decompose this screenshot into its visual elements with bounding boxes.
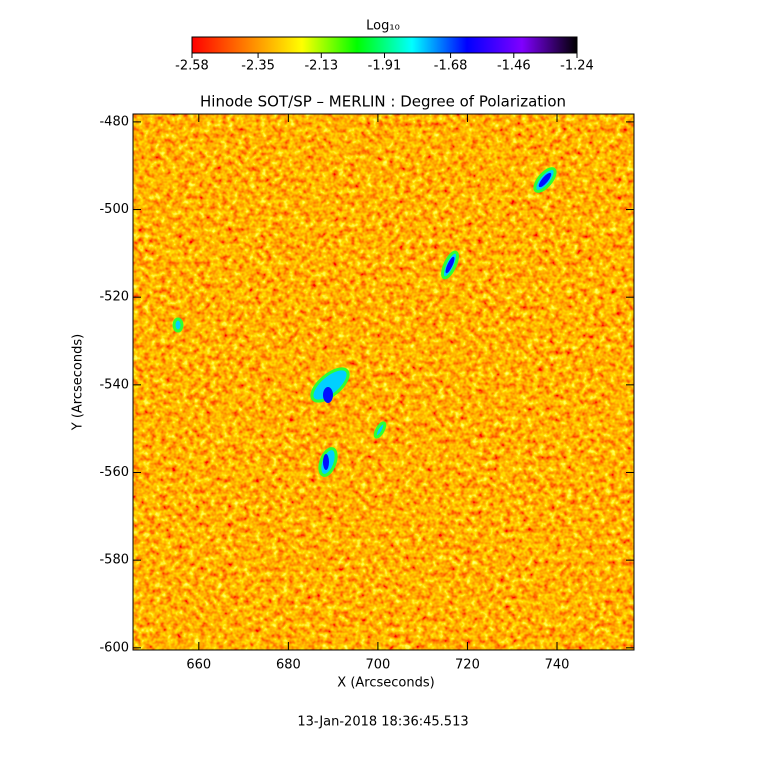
colorbar-label: Log₁₀ — [366, 19, 400, 34]
colorbar-tick-label: -2.35 — [241, 59, 275, 74]
colorbar-tick-label: -1.46 — [497, 59, 531, 74]
colorbar-tick-label: -2.13 — [304, 59, 338, 74]
x-tick-label: 720 — [455, 658, 480, 673]
colorbar-tick-label: -1.68 — [434, 59, 468, 74]
chart-title: Hinode SOT/SP – MERLIN : Degree of Polar… — [200, 93, 566, 111]
y-tick-label: -480 — [99, 114, 129, 129]
heatmap-image — [133, 114, 634, 650]
colorbar — [191, 36, 578, 54]
x-tick-label: 700 — [365, 658, 390, 673]
y-tick-label: -580 — [99, 553, 129, 568]
colorbar-tick-label: -1.24 — [560, 59, 594, 74]
x-axis-label: X (Arcseconds) — [337, 676, 434, 691]
y-tick-label: -600 — [99, 640, 129, 655]
y-axis-label: Y (Arcseconds) — [71, 334, 86, 431]
y-tick-label: -500 — [99, 202, 129, 217]
timestamp: 13-Jan-2018 18:36:45.513 — [297, 715, 468, 730]
x-tick-label: 660 — [186, 658, 211, 673]
plot-frame — [132, 113, 635, 651]
colorbar-tick-label: -2.58 — [175, 59, 209, 74]
y-tick-label: -560 — [99, 465, 129, 480]
x-tick-label: 740 — [545, 658, 570, 673]
y-tick-label: -520 — [99, 290, 129, 305]
y-tick-label: -540 — [99, 377, 129, 392]
x-tick-label: 680 — [276, 658, 301, 673]
colorbar-tick-label: -1.91 — [368, 59, 402, 74]
